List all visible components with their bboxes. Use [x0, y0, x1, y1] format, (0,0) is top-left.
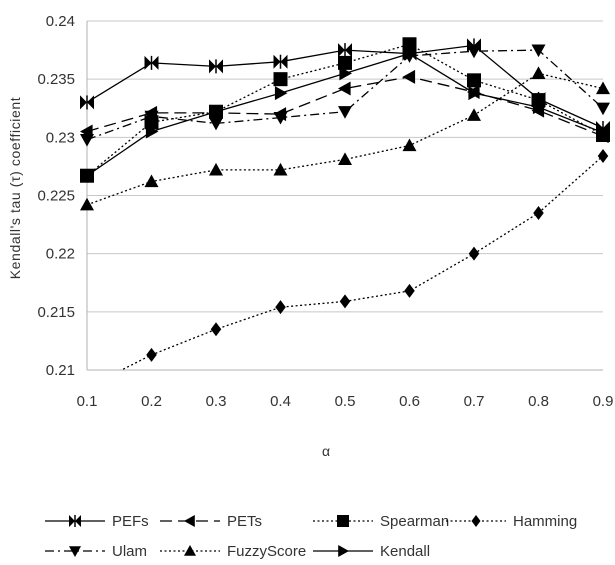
- triangle-down-marker: [69, 546, 81, 557]
- gridlines: [87, 20, 603, 371]
- triangle-down-marker: [144, 110, 159, 124]
- x-tick-label: 0.3: [206, 393, 227, 410]
- triangle-up-marker: [273, 162, 288, 176]
- diamond-marker: [339, 294, 351, 309]
- diamond-marker: [597, 148, 609, 163]
- legend-item-fuzzyscore: FuzzyScore: [160, 543, 306, 560]
- y-tick-label: 0.23: [46, 129, 75, 146]
- x-tick-label: 0.4: [270, 393, 291, 410]
- legend-item-pefs: PEFs: [45, 513, 149, 530]
- square-marker: [273, 72, 288, 87]
- diamond-marker: [468, 246, 480, 261]
- x-tick-label: 0.8: [528, 393, 549, 410]
- x-tick-label: 0.9: [593, 393, 614, 410]
- legend-item-pets: PETs: [160, 513, 262, 530]
- legend-item-kendall: Kendall: [313, 543, 430, 560]
- legend-item-hamming: Hamming: [446, 513, 577, 530]
- diamond-marker: [275, 300, 286, 315]
- triangle-up-marker: [209, 162, 223, 176]
- y-tick-label: 0.225: [37, 188, 75, 205]
- series-layer: [80, 37, 610, 370]
- triangle-right-marker: [532, 100, 546, 115]
- legend-label: Ulam: [112, 543, 147, 560]
- triangle-right-marker: [210, 104, 223, 119]
- tick-labels: 0.21 0.215 0.22 0.225 0.23 0.235 0.24 0.1 0.2 0.3…: [37, 13, 613, 410]
- triangle-up-marker: [80, 197, 94, 211]
- triangle-right-marker: [597, 125, 610, 140]
- series-line: [120, 155, 604, 370]
- legend: PEFs PETs Spearman Hamming Ulam FuzzyScore Ken…: [45, 513, 577, 560]
- x-tick-label: 0.2: [141, 393, 162, 410]
- triangle-up-marker: [531, 66, 546, 79]
- square-marker: [337, 515, 349, 527]
- triangle-up-marker: [184, 545, 196, 556]
- diamond-marker: [404, 283, 415, 298]
- triangle-down-marker: [273, 111, 288, 125]
- triangle-down-marker: [467, 45, 481, 59]
- series-line: [87, 76, 604, 137]
- legend-label: Hamming: [513, 513, 577, 530]
- series-kendall: [81, 46, 610, 183]
- y-tick-label: 0.21: [46, 362, 75, 379]
- square-marker: [338, 55, 352, 70]
- triangle-down-marker: [209, 117, 223, 131]
- triangle-down-marker: [531, 44, 546, 58]
- y-tick-label: 0.235: [37, 71, 75, 88]
- triangle-right-marker: [338, 545, 349, 557]
- legend-item-spearman: Spearman: [313, 513, 449, 530]
- x-tick-label: 0.6: [399, 393, 420, 410]
- legend-label: FuzzyScore: [227, 543, 306, 560]
- triangle-right-marker: [339, 66, 352, 81]
- x-tick-label: 0.1: [77, 393, 98, 410]
- x-axis-title: α: [322, 443, 330, 459]
- diamond-marker: [471, 515, 481, 527]
- y-tick-label: 0.22: [46, 246, 75, 263]
- triangle-up-marker: [402, 138, 417, 152]
- y-tick-label: 0.215: [37, 304, 75, 321]
- axes: [86, 21, 603, 371]
- triangle-up-marker: [467, 108, 481, 121]
- triangle-left-marker: [338, 81, 351, 96]
- diamond-marker: [210, 322, 222, 337]
- triangle-down-marker: [338, 106, 352, 119]
- series-hamming: [120, 148, 609, 370]
- triangle-right-marker: [81, 168, 94, 183]
- triangle-right-marker: [274, 86, 288, 101]
- diamond-marker: [533, 205, 544, 220]
- diamond-marker: [146, 347, 157, 362]
- triangle-left-marker: [402, 69, 416, 84]
- triangle-left-marker: [184, 515, 195, 527]
- triangle-down-marker: [596, 102, 610, 116]
- legend-label: Kendall: [380, 543, 430, 560]
- legend-item-ulam: Ulam: [45, 543, 147, 560]
- triangle-up-marker: [596, 81, 610, 95]
- series-line: [87, 49, 604, 141]
- y-tick-label: 0.24: [46, 13, 75, 30]
- triangle-right-marker: [403, 46, 417, 61]
- y-axis-title: Kendall's tau (τ) coefficient: [7, 97, 23, 280]
- square-marker: [467, 73, 481, 88]
- triangle-up-marker: [338, 152, 352, 166]
- x-tick-label: 0.5: [335, 393, 356, 410]
- legend-label: PETs: [227, 513, 262, 530]
- legend-label: Spearman: [380, 513, 449, 530]
- series-line: [87, 72, 604, 206]
- triangle-up-marker: [144, 174, 159, 188]
- series-line: [87, 43, 604, 177]
- legend-label: PEFs: [112, 513, 149, 530]
- triangle-right-marker: [145, 124, 159, 139]
- x-tick-label: 0.7: [464, 393, 485, 410]
- triangle-right-marker: [468, 86, 481, 101]
- series-fuzzyscore: [80, 66, 610, 211]
- bowtie-marker: [144, 55, 159, 70]
- triangle-down-marker: [80, 134, 94, 147]
